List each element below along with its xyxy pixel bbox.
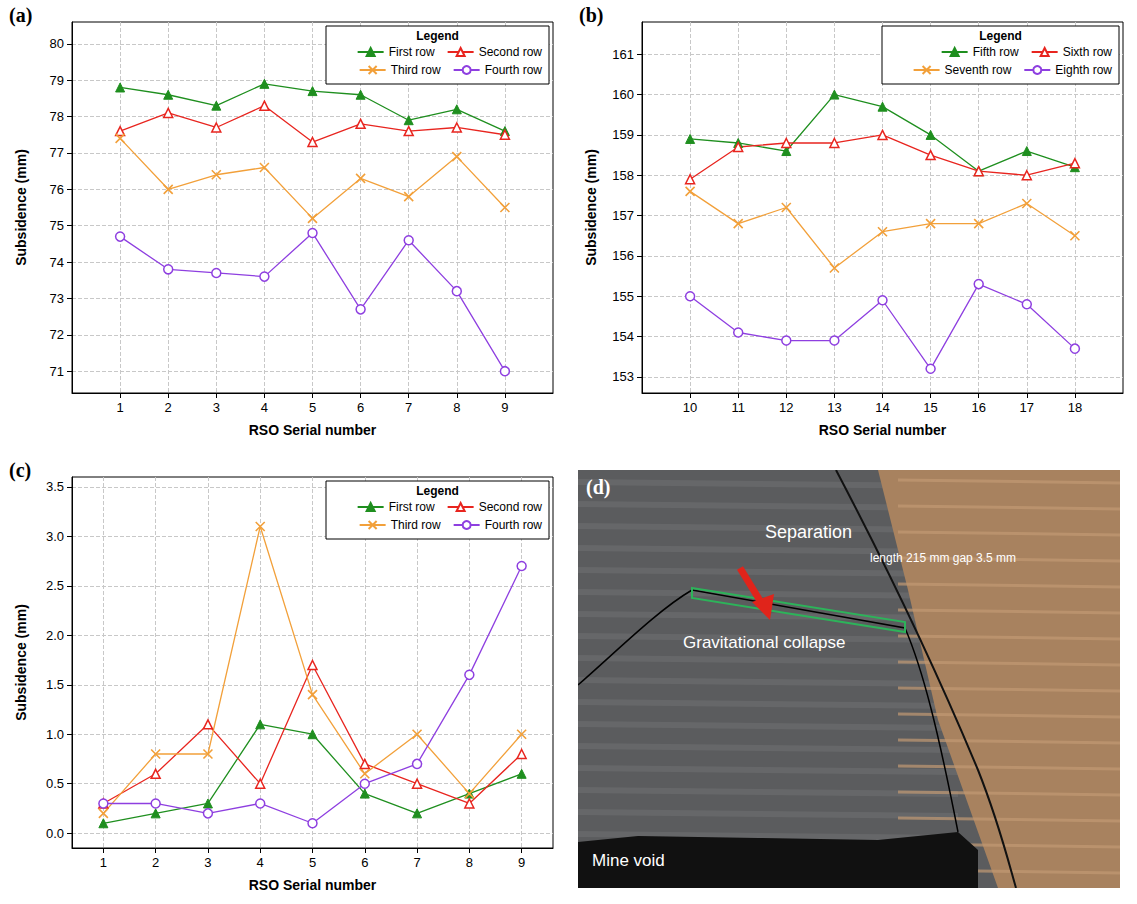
svg-text:Legend: Legend [979,29,1022,43]
svg-text:78: 78 [50,109,64,124]
svg-text:159: 159 [612,127,634,142]
svg-text:Gravitational collapse: Gravitational collapse [683,633,846,652]
svg-text:(d): (d) [586,476,610,499]
svg-text:First row: First row [389,500,435,514]
svg-text:Fourth row: Fourth row [485,63,543,77]
svg-text:2.5: 2.5 [46,578,64,593]
svg-text:3.5: 3.5 [46,479,64,494]
svg-text:79: 79 [50,73,64,88]
svg-text:0.0: 0.0 [46,826,64,841]
svg-text:2: 2 [152,855,159,870]
svg-text:16: 16 [971,400,985,415]
svg-text:8: 8 [453,400,460,415]
svg-text:2: 2 [165,400,172,415]
svg-text:(a): (a) [9,4,32,27]
svg-text:14: 14 [875,400,889,415]
svg-text:15: 15 [923,400,937,415]
svg-text:153: 153 [612,369,634,384]
svg-text:9: 9 [518,855,525,870]
svg-text:Fourth row: Fourth row [485,518,543,532]
svg-text:1.5: 1.5 [46,677,64,692]
svg-text:length 215 mm gap 3.5 mm: length 215 mm gap 3.5 mm [870,551,1016,565]
svg-text:RSO Serial number: RSO Serial number [819,422,947,438]
svg-text:160: 160 [612,87,634,102]
svg-text:2.0: 2.0 [46,628,64,643]
svg-text:7: 7 [413,855,420,870]
svg-text:9: 9 [501,400,508,415]
svg-text:0.5: 0.5 [46,776,64,791]
svg-text:18: 18 [1068,400,1082,415]
svg-text:8: 8 [466,855,473,870]
svg-text:157: 157 [612,208,634,223]
svg-text:Seventh row: Seventh row [945,63,1012,77]
svg-text:RSO Serial number: RSO Serial number [249,422,377,438]
svg-text:Fifth row: Fifth row [973,45,1019,59]
svg-text:RSO Serial number: RSO Serial number [249,877,377,893]
svg-text:1.0: 1.0 [46,727,64,742]
svg-text:Subsidence (mm): Subsidence (mm) [13,604,29,721]
svg-text:5: 5 [309,855,316,870]
svg-text:Mine void: Mine void [592,851,665,870]
svg-text:1: 1 [100,855,107,870]
svg-text:12: 12 [779,400,793,415]
svg-text:4: 4 [261,400,268,415]
svg-text:154: 154 [612,329,634,344]
svg-text:6: 6 [357,400,364,415]
svg-text:Sixth row: Sixth row [1063,45,1113,59]
svg-text:Third row: Third row [391,518,441,532]
svg-text:11: 11 [731,400,745,415]
svg-text:Legend: Legend [416,484,459,498]
svg-text:Separation: Separation [765,522,852,542]
svg-text:4: 4 [257,855,264,870]
svg-text:Third row: Third row [391,63,441,77]
svg-text:80: 80 [50,36,64,51]
svg-text:17: 17 [1020,400,1034,415]
svg-text:77: 77 [50,145,64,160]
svg-text:1: 1 [116,400,123,415]
svg-text:76: 76 [50,182,64,197]
svg-text:10: 10 [683,400,697,415]
svg-text:Second row: Second row [479,500,543,514]
svg-text:155: 155 [612,289,634,304]
svg-text:3.0: 3.0 [46,529,64,544]
svg-text:3: 3 [204,855,211,870]
svg-text:13: 13 [827,400,841,415]
svg-text:Second row: Second row [479,45,543,59]
svg-text:72: 72 [50,327,64,342]
svg-text:Legend: Legend [416,29,459,43]
svg-text:158: 158 [612,168,634,183]
svg-text:Subsidence (mm): Subsidence (mm) [13,149,29,266]
svg-text:First row: First row [389,45,435,59]
svg-text:74: 74 [50,255,64,270]
svg-text:(c): (c) [9,459,31,482]
svg-text:6: 6 [361,855,368,870]
svg-text:5: 5 [309,400,316,415]
svg-text:Eighth row: Eighth row [1055,63,1112,77]
svg-text:(b): (b) [579,4,603,27]
svg-text:75: 75 [50,218,64,233]
svg-text:71: 71 [50,364,64,379]
svg-text:73: 73 [50,291,64,306]
svg-text:7: 7 [405,400,412,415]
svg-text:156: 156 [612,248,634,263]
svg-text:3: 3 [213,400,220,415]
svg-text:161: 161 [612,47,634,62]
svg-text:Subsidence (mm): Subsidence (mm) [583,149,599,266]
